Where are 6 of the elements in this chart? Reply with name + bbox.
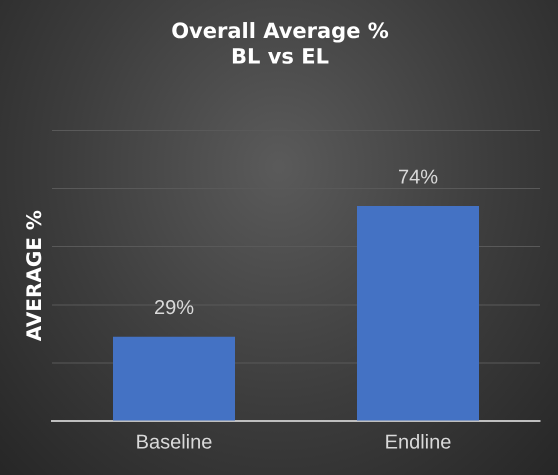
x-tick-label: Endline <box>384 432 452 454</box>
y-axis-title: AVERAGE % <box>22 210 46 342</box>
x-tick-label: Baseline <box>136 432 212 454</box>
data-label: 74% <box>398 166 438 188</box>
chart-title: Overall Average % BL vs EL <box>171 19 389 68</box>
data-label: 29% <box>154 297 194 320</box>
